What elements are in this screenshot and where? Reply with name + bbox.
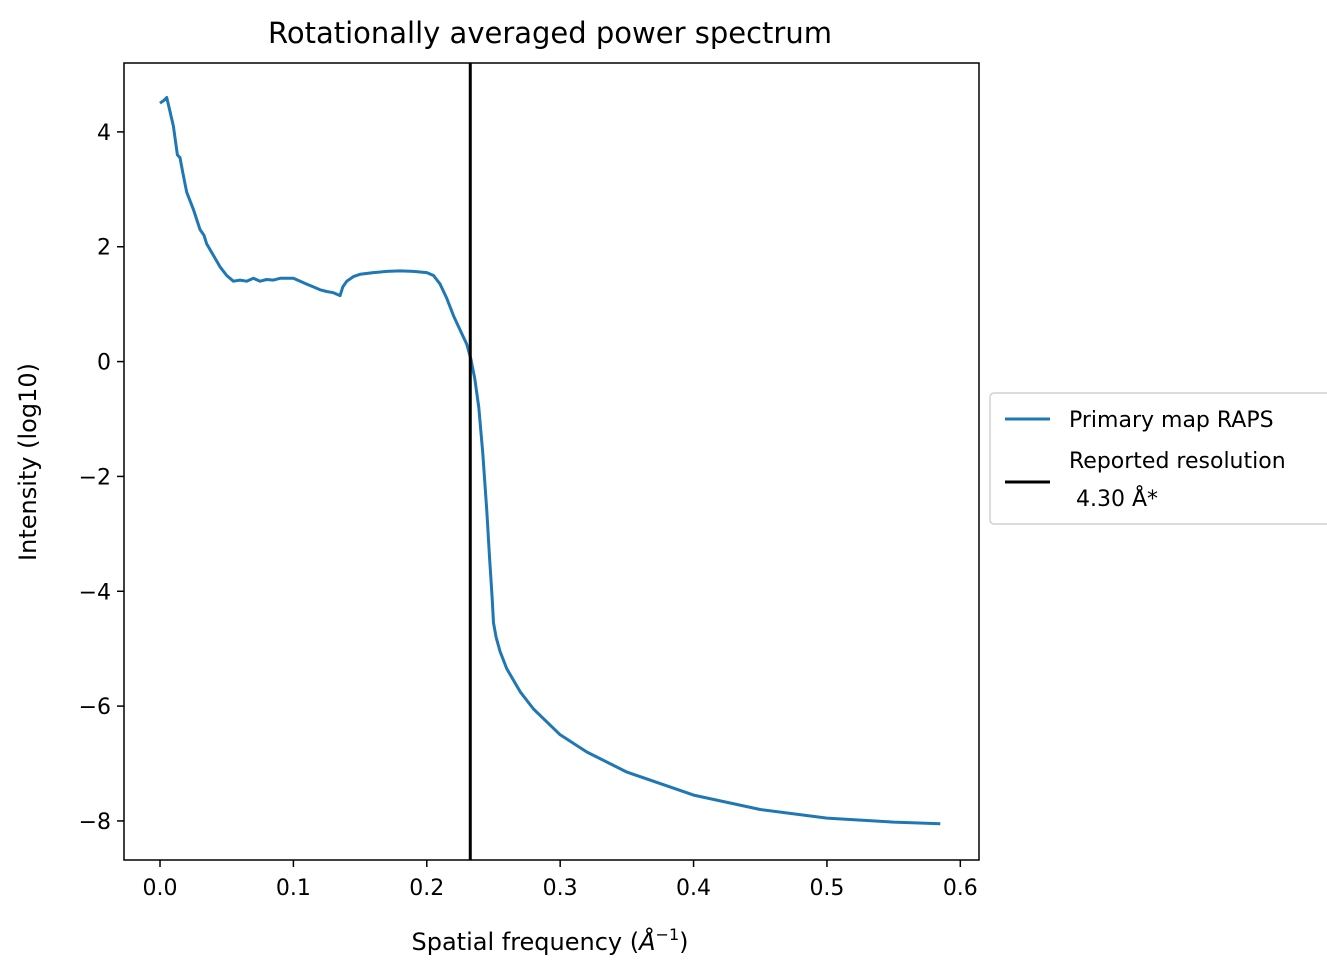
- y-tick-label: 0: [97, 351, 111, 376]
- plot-area: [123, 62, 980, 861]
- x-tick-label: 0.3: [543, 876, 578, 901]
- series-layer: [159, 63, 941, 860]
- x-tick-label: 0.0: [143, 876, 178, 901]
- y-tick-label: −2: [79, 465, 111, 490]
- x-tick-label: 0.2: [409, 876, 444, 901]
- x-axis-label: Spatial frequency (Å−1): [411, 925, 688, 956]
- x-tick-label: 0.6: [943, 876, 978, 901]
- y-tick-label: −4: [79, 580, 111, 605]
- x-tick-label: 0.1: [276, 876, 311, 901]
- legend: Primary map RAPS Reported resolution 4.3…: [989, 392, 1327, 525]
- legend-label-resolution-value: 4.30 Å*: [1076, 485, 1158, 512]
- y-tick-label: −6: [79, 695, 111, 720]
- x-tick-label: 0.5: [809, 876, 844, 901]
- series-line-primary-map-raps: [159, 96, 941, 826]
- legend-label-primary-map: Primary map RAPS: [1069, 408, 1274, 433]
- plot-frame: [123, 62, 980, 861]
- y-axis-label: Intensity (log10): [14, 363, 42, 561]
- y-tick-label: 4: [97, 121, 111, 146]
- legend-box: [989, 392, 1327, 525]
- x-tick-label: 0.4: [676, 876, 711, 901]
- chart-title: Rotationally averaged power spectrum: [268, 16, 832, 50]
- y-tick-label: −8: [79, 810, 111, 835]
- x-axis-ticks: 0.0 0.1 0.2 0.3 0.4 0.5 0.6: [143, 860, 978, 901]
- y-tick-label: 2: [97, 236, 111, 261]
- y-axis-ticks: 4 2 0 −2 −4 −6 −8: [79, 121, 124, 835]
- legend-label-reported-resolution: Reported resolution: [1069, 449, 1286, 474]
